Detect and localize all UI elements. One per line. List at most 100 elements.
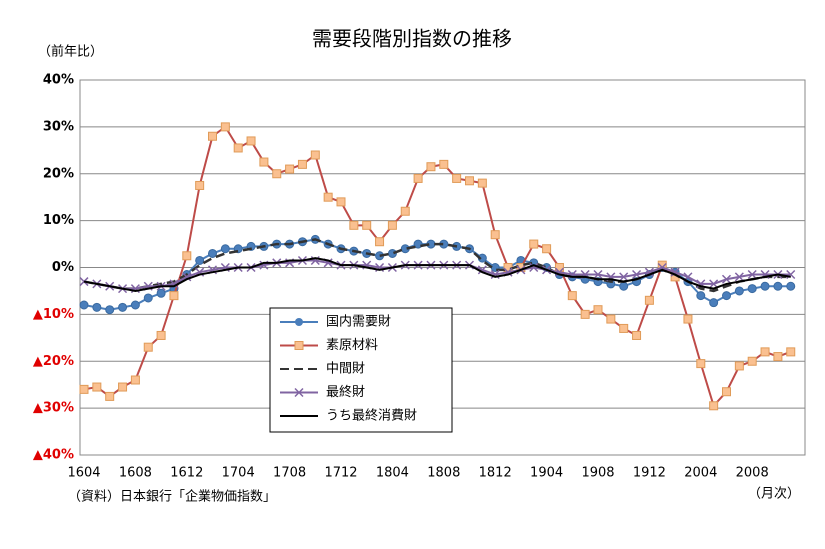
marker: [143, 293, 153, 303]
marker: [105, 305, 115, 315]
marker: [580, 309, 590, 319]
y-tick-label: 20%: [43, 166, 74, 181]
x-tick-label: 1708: [273, 466, 306, 481]
marker: [760, 281, 770, 291]
marker: [426, 162, 436, 172]
marker: [362, 220, 372, 230]
y-tick-label: ▲40%: [33, 448, 74, 463]
x-tick-label: 1808: [427, 466, 460, 481]
series-line: [83, 257, 791, 292]
marker: [195, 255, 205, 265]
x-tick-label: 1712: [324, 466, 357, 481]
legend-marker: [294, 387, 304, 398]
marker: [696, 291, 706, 301]
marker: [490, 230, 500, 240]
marker: [786, 281, 796, 291]
marker: [747, 270, 757, 280]
marker: [285, 164, 295, 174]
y-tick-label: ▲10%: [33, 307, 74, 322]
marker: [349, 220, 359, 230]
y-tick-label: ▲30%: [33, 401, 74, 416]
marker: [336, 197, 346, 207]
marker: [773, 352, 783, 362]
marker: [387, 220, 397, 230]
marker: [734, 361, 744, 371]
marker: [747, 284, 757, 294]
marker: [709, 401, 719, 411]
marker: [529, 239, 539, 249]
marker: [220, 244, 230, 254]
marker: [297, 159, 307, 169]
legend-marker: [295, 318, 303, 326]
marker: [375, 237, 385, 247]
x-tick-label: 1908: [581, 466, 614, 481]
marker: [259, 157, 269, 167]
marker: [413, 173, 423, 183]
marker: [92, 382, 102, 392]
x-tick-label: 1904: [530, 466, 563, 481]
legend-label: 中間財: [326, 362, 365, 377]
marker: [632, 330, 642, 340]
y-tick-label: 0%: [52, 260, 74, 275]
marker: [323, 192, 333, 202]
marker: [619, 323, 629, 333]
marker: [760, 347, 770, 357]
marker: [143, 342, 153, 352]
marker: [734, 286, 744, 296]
x-tick-label: 1704: [222, 466, 255, 481]
x-tick-label: 2008: [736, 466, 769, 481]
x-tick-label: 1612: [170, 466, 203, 481]
marker: [130, 375, 140, 385]
y-tick-label: 10%: [43, 213, 74, 228]
marker: [683, 314, 693, 324]
x-axis-label: （月次）: [748, 486, 800, 502]
marker: [722, 291, 731, 301]
legend-marker: [294, 341, 304, 350]
marker: [118, 382, 128, 392]
y-tick-label: 40%: [43, 73, 74, 88]
marker: [734, 272, 744, 282]
marker: [773, 281, 783, 291]
marker: [439, 159, 449, 169]
marker: [619, 281, 629, 291]
x-tick-label: 1604: [67, 466, 100, 481]
marker: [606, 314, 616, 324]
marker: [169, 291, 179, 301]
marker: [182, 251, 192, 261]
x-tick-label: 1912: [633, 466, 666, 481]
marker: [465, 176, 474, 186]
marker: [208, 248, 217, 258]
marker: [452, 173, 462, 183]
marker: [195, 180, 205, 190]
marker: [272, 169, 282, 179]
y-tick-label: 30%: [43, 119, 74, 134]
marker: [400, 206, 410, 216]
marker: [310, 150, 320, 160]
marker: [696, 359, 706, 369]
chart-title: 需要段階別指数の推移: [312, 27, 512, 51]
legend-label: うち最終消費財: [326, 408, 417, 424]
marker: [246, 136, 256, 146]
source: （資料）日本銀行「企業物価指数」: [68, 489, 276, 505]
marker: [644, 295, 654, 305]
marker: [721, 274, 732, 284]
marker: [619, 272, 629, 282]
marker: [92, 302, 102, 312]
marker: [567, 291, 577, 301]
marker: [79, 300, 89, 310]
x-tick-label: 1804: [376, 466, 409, 481]
marker: [156, 330, 166, 340]
marker: [413, 239, 423, 249]
marker: [593, 270, 603, 280]
marker: [118, 302, 128, 312]
y-tick-label: ▲20%: [33, 354, 74, 369]
x-tick-label: 1812: [479, 466, 512, 481]
marker: [208, 131, 217, 141]
marker: [747, 356, 757, 366]
marker: [130, 300, 140, 310]
marker: [233, 143, 243, 153]
marker: [105, 391, 115, 401]
x-tick-label: 1608: [119, 466, 152, 481]
legend-label: 最終財: [326, 384, 365, 400]
